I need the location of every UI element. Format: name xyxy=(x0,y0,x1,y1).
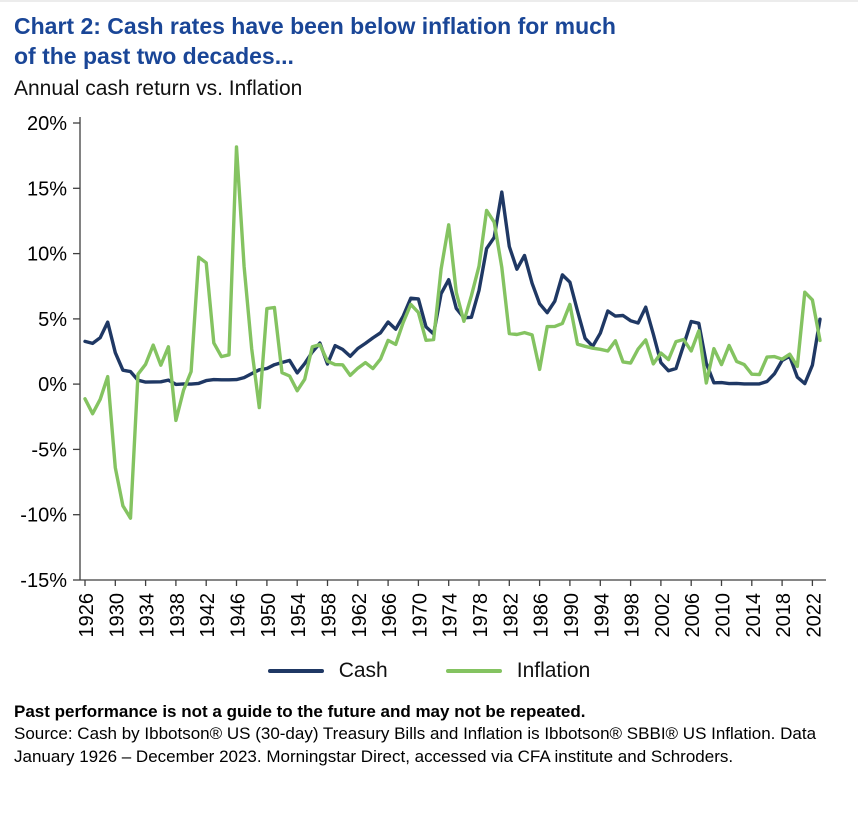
legend-item-cash: Cash xyxy=(267,658,388,683)
x-tick-label: 1994 xyxy=(591,593,613,638)
chart-area: 20% 15% 10% 5% 0% -5% -10% -15% 1926 1930 1934 1938… xyxy=(0,105,858,645)
y-tick-label: -10% xyxy=(20,504,67,526)
x-tick-label: 1958 xyxy=(319,593,341,638)
y-tick-label: 20% xyxy=(27,113,67,135)
chart-svg: 20% 15% 10% 5% 0% -5% -10% -15% 1926 1930 1934 1938… xyxy=(20,113,826,638)
chart-title-line1: Chart 2: Cash rates have been below infl… xyxy=(14,13,616,39)
x-tick-label: 2022 xyxy=(803,593,825,638)
legend-item-inflation: Inflation xyxy=(445,658,591,683)
x-tick-label: 1962 xyxy=(349,593,371,638)
legend-label: Inflation xyxy=(516,658,591,682)
x-tick-label: 1926 xyxy=(76,593,98,638)
x-tick-label: 1942 xyxy=(197,593,219,638)
x-tick-label: 1950 xyxy=(258,593,280,638)
x-tick-label: 1982 xyxy=(500,593,522,638)
y-tick-label: 0% xyxy=(38,374,67,396)
x-tick-label: 1930 xyxy=(106,593,128,638)
legend-swatch-inflation xyxy=(445,668,502,673)
x-tick-label: 1974 xyxy=(440,593,462,638)
chart-title-line2: of the past two decades... xyxy=(14,42,294,69)
x-tick-label: 2010 xyxy=(713,593,735,638)
legend-swatch-cash xyxy=(267,668,324,673)
source-text: Source: Cash by Ibbotson® US (30-day) Tr… xyxy=(14,724,817,766)
y-tick-label: 15% xyxy=(27,178,67,200)
chart-legend: Cash Inflation xyxy=(0,659,858,683)
y-tick-label: -5% xyxy=(31,439,67,461)
footer: Past performance is not a guide to the f… xyxy=(14,701,842,768)
x-tick-label: 1998 xyxy=(622,593,644,638)
legend-label: Cash xyxy=(338,658,388,682)
y-tick-label: 10% xyxy=(27,243,67,265)
y-tick-label: 5% xyxy=(38,309,67,331)
x-tick-label: 1934 xyxy=(137,593,159,638)
x-tick-label: 1990 xyxy=(561,593,583,638)
x-tick-label: 1986 xyxy=(531,593,553,638)
x-tick-label: 1966 xyxy=(379,593,401,638)
x-tick-label: 1954 xyxy=(288,593,310,638)
disclaimer-text: Past performance is not a guide to the f… xyxy=(14,701,586,721)
chart-subtitle: Annual cash return vs. Inflation xyxy=(14,76,303,100)
report-page: Chart 2: Cash rates have been below infl… xyxy=(0,2,858,768)
chart-title: Chart 2: Cash rates have been below infl… xyxy=(14,12,844,72)
series-line-inflation xyxy=(83,145,822,520)
x-tick-label: 2006 xyxy=(682,593,704,638)
x-tick-label: 2018 xyxy=(773,593,795,638)
y-tick-label: -15% xyxy=(20,570,67,592)
x-tick-label: 1970 xyxy=(409,593,431,638)
x-tick-label: 1978 xyxy=(470,593,492,638)
x-tick-label: 1938 xyxy=(167,593,189,638)
x-tick-label: 2002 xyxy=(652,593,674,638)
series-line-cash xyxy=(83,190,822,386)
x-tick-label: 1946 xyxy=(228,593,250,638)
x-tick-label: 2014 xyxy=(743,593,765,638)
